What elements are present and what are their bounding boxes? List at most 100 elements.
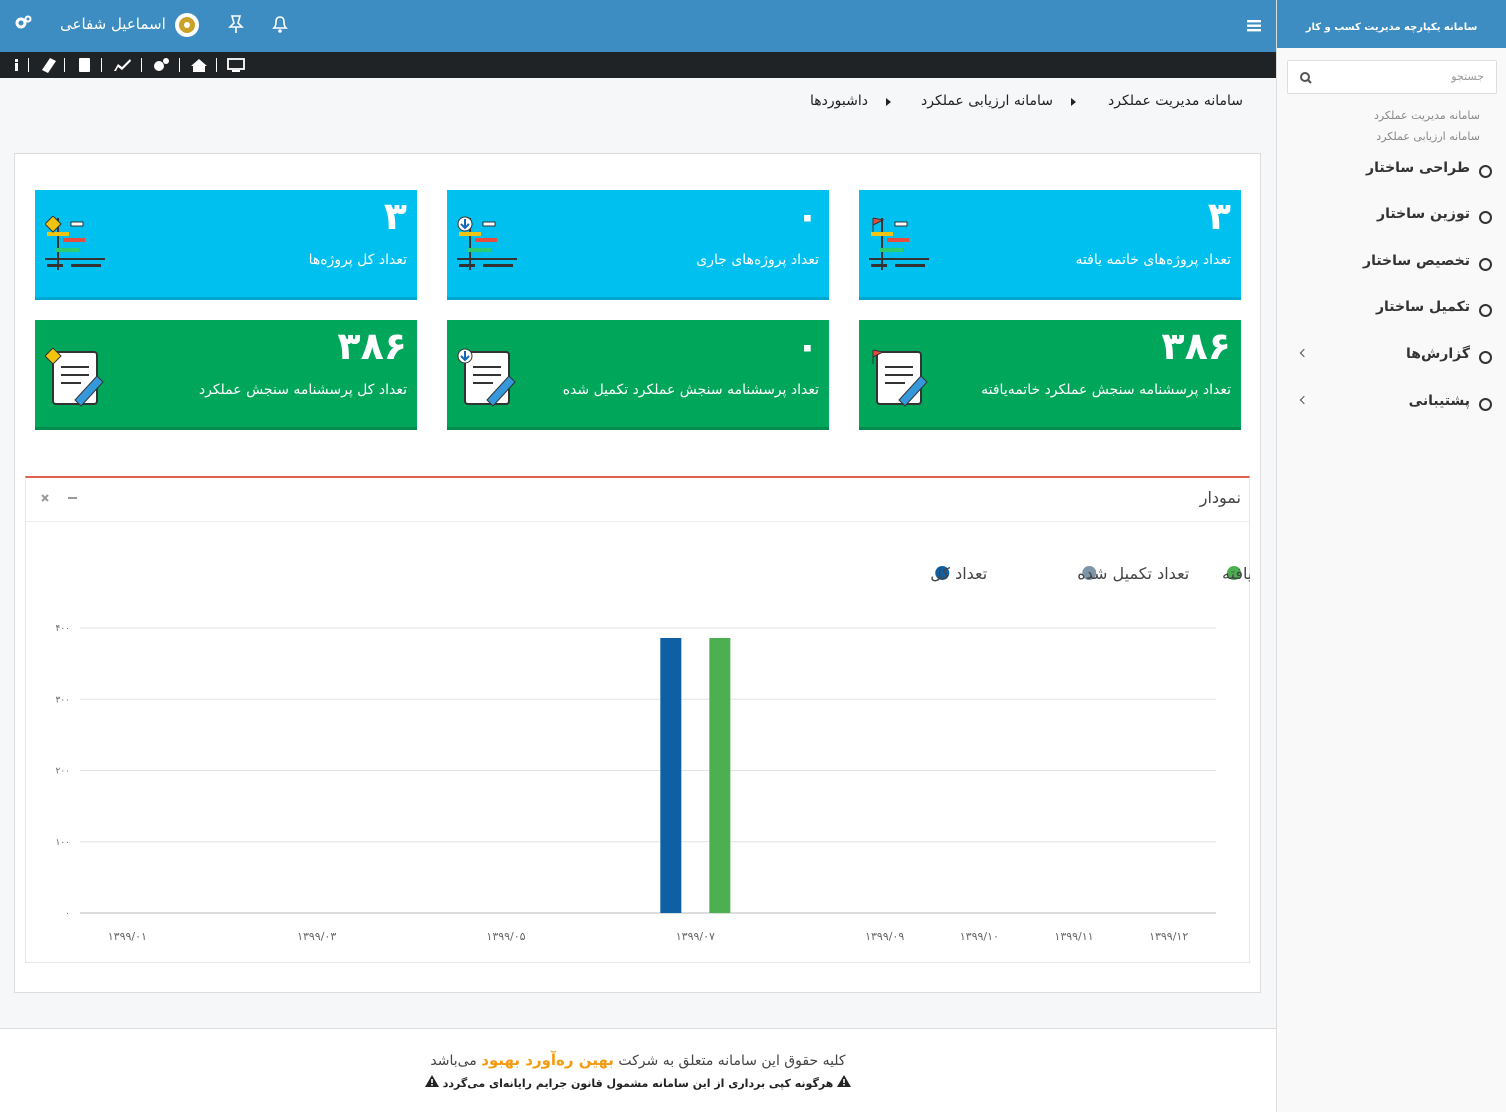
x-tick-label: ۱۳۹۹/۰۳	[297, 930, 336, 943]
stat-card[interactable]: ۳ تعداد پروژه‌های خاتمه یافته	[859, 190, 1241, 300]
menu-item[interactable]: توزین ساختار	[1377, 206, 1470, 222]
info-icon[interactable]	[15, 59, 18, 62]
breadcrumb-item[interactable]: سامانه ارزیابی عملکرد	[921, 93, 1053, 109]
file-icon[interactable]	[79, 58, 90, 72]
close-button[interactable]	[41, 494, 49, 502]
gears-icon[interactable]	[154, 61, 164, 71]
footer: کلیه حقوق این سامانه متعلق به شرکت بهین …	[0, 1028, 1276, 1112]
x-tick-label: ۱۳۹۹/۰۹	[865, 930, 904, 943]
stat-label: تعداد کل پروژه‌ها	[308, 252, 407, 268]
company-name: بهین ره‌آورد بهبود	[481, 1051, 614, 1069]
x-tick-label: ۱۳۹۹/۰۱	[108, 930, 147, 943]
menu-toggle[interactable]	[1247, 19, 1263, 33]
menu-item[interactable]: طراحی ساختار	[1366, 160, 1470, 176]
footer-warning: هرگونه کپی برداری از این سامانه مشمول قا…	[442, 1077, 834, 1090]
user-name[interactable]: اسماعیل شفاعی	[60, 15, 166, 33]
legend-swatch	[1082, 566, 1097, 580]
search-icon[interactable]	[1299, 71, 1313, 85]
sidebar-breadcrumb[interactable]: سامانه مدیریت عملکرد	[1373, 109, 1480, 122]
legend-label: تعداد کل	[930, 564, 987, 583]
footer-warning-line: هرگونه کپی برداری از این سامانه مشمول قا…	[0, 1075, 1276, 1090]
stat-label: تعداد پروژه‌های جاری	[696, 252, 819, 268]
menu-item[interactable]: تکمیل ساختار	[1375, 299, 1470, 315]
stat-label: تعداد پروژه‌های خاتمه یافته	[1075, 252, 1231, 268]
chart-icon[interactable]	[114, 59, 131, 71]
menu-item[interactable]: تخصیص ساختار	[1363, 253, 1470, 269]
legend-swatch	[1227, 566, 1241, 580]
stat-card[interactable]: ۰ تعداد پرسشنامه سنجش عملکرد تکمیل شده	[447, 320, 829, 430]
stat-label: تعداد پرسشنامه سنجش عملکرد خاتمه‌یافته	[981, 382, 1231, 398]
collapse-button[interactable]	[68, 497, 77, 499]
stat-icon	[457, 216, 517, 270]
breadcrumb-item[interactable]: سامانه مدیریت عملکرد	[1108, 93, 1243, 109]
sidebar-title: سامانه یکپارچه مدیریت کسب و کار	[1277, 0, 1506, 48]
menu-bullet	[1479, 398, 1492, 411]
stat-value: ۰	[795, 324, 819, 368]
bell-icon[interactable]	[270, 14, 290, 34]
stat-icon	[45, 348, 104, 407]
breadcrumb-item: داشبوردها	[810, 93, 868, 109]
stat-card[interactable]: ۳۸۶ تعداد پرسشنامه سنجش عملکرد خاتمه‌یافت…	[859, 320, 1241, 430]
sidebar: سامانه یکپارچه مدیریت کسب و کار جستجو سا…	[1276, 0, 1506, 1112]
stat-label: تعداد پرسشنامه سنجش عملکرد تکمیل شده	[562, 382, 819, 398]
footer-copyright: کلیه حقوق این سامانه متعلق به شرکت بهین …	[0, 1051, 1276, 1069]
stat-card[interactable]: ۰ تعداد پروژه‌های جاری	[447, 190, 829, 300]
legend-swatch	[935, 566, 950, 580]
search-box[interactable]: جستجو	[1287, 60, 1497, 94]
menu-item[interactable]: پشتیبانی	[1408, 393, 1470, 409]
ticket-icon[interactable]	[42, 58, 56, 73]
menu-bullet	[1479, 304, 1492, 317]
stat-card[interactable]: ۳ تعداد کل پروژه‌ها	[35, 190, 417, 300]
menu-bullet	[1479, 351, 1492, 364]
x-tick-label: ۱۳۹۹/۱۱	[1054, 930, 1093, 943]
box-tools	[41, 494, 77, 502]
pin-icon[interactable]	[226, 14, 246, 34]
breadcrumb-arrow	[886, 98, 891, 106]
toolbar-icons	[15, 58, 245, 73]
stat-value: ۳۸۶	[1161, 324, 1231, 368]
y-tick-label: ۳۰۰	[55, 695, 70, 705]
warning-icon	[424, 1075, 439, 1087]
monitor-icon[interactable]	[227, 58, 245, 70]
bar	[660, 637, 682, 913]
footer-text: کلیه حقوق این سامانه متعلق به شرکت	[618, 1053, 846, 1069]
stat-value: ۳	[1207, 194, 1231, 238]
stat-card[interactable]: ۳۸۶ تعداد کل پرسشنامه سنجش عملکرد	[35, 320, 417, 430]
x-tick-label: ۱۳۹۹/۱۲	[1149, 930, 1188, 943]
y-tick-label: ۰	[65, 909, 70, 919]
stat-icon	[45, 216, 105, 270]
user-logo	[175, 13, 199, 37]
settings-icon[interactable]	[14, 14, 34, 34]
legend-label: تعداد تکمیل شده	[1077, 564, 1189, 583]
stat-value: ۳۸۶	[337, 324, 407, 368]
y-tick-label: ۲۰۰	[55, 767, 70, 777]
x-tick-label: ۱۳۹۹/۱۰	[960, 930, 999, 943]
stat-label: تعداد کل پرسشنامه سنجش عملکرد	[198, 382, 407, 398]
stat-value: ۰	[795, 194, 819, 238]
y-tick-label: ۱۰۰	[55, 838, 70, 848]
breadcrumb-arrow	[1071, 98, 1076, 106]
warning-icon	[837, 1075, 852, 1087]
menu-chevron	[1299, 395, 1309, 405]
menu-item[interactable]: گزارش‌ها	[1406, 346, 1470, 362]
menu-bullet	[1479, 211, 1492, 224]
bar	[709, 637, 731, 913]
stat-value: ۳	[383, 194, 407, 238]
footer-text: می‌باشد	[430, 1053, 477, 1069]
legend-label: تعداد خاتمه یافته	[1222, 564, 1250, 583]
x-tick-label: ۱۳۹۹/۰۷	[676, 930, 715, 943]
y-tick-label: ۴۰۰	[55, 624, 70, 634]
top-bar: اسماعیل شفاعی	[0, 0, 1276, 52]
chart-box-title: نمودار	[1199, 488, 1241, 507]
toolbar	[0, 52, 1276, 78]
menu-bullet	[1479, 165, 1492, 178]
home-icon[interactable]	[191, 59, 207, 72]
chart-box: نمودار	[25, 476, 1250, 963]
menu-chevron	[1299, 348, 1309, 358]
info-icon-body	[15, 63, 18, 71]
sidebar-breadcrumb[interactable]: سامانه ارزیابی عملکرد	[1376, 130, 1480, 143]
stat-icon	[869, 217, 929, 270]
box-header-line	[26, 521, 1249, 522]
